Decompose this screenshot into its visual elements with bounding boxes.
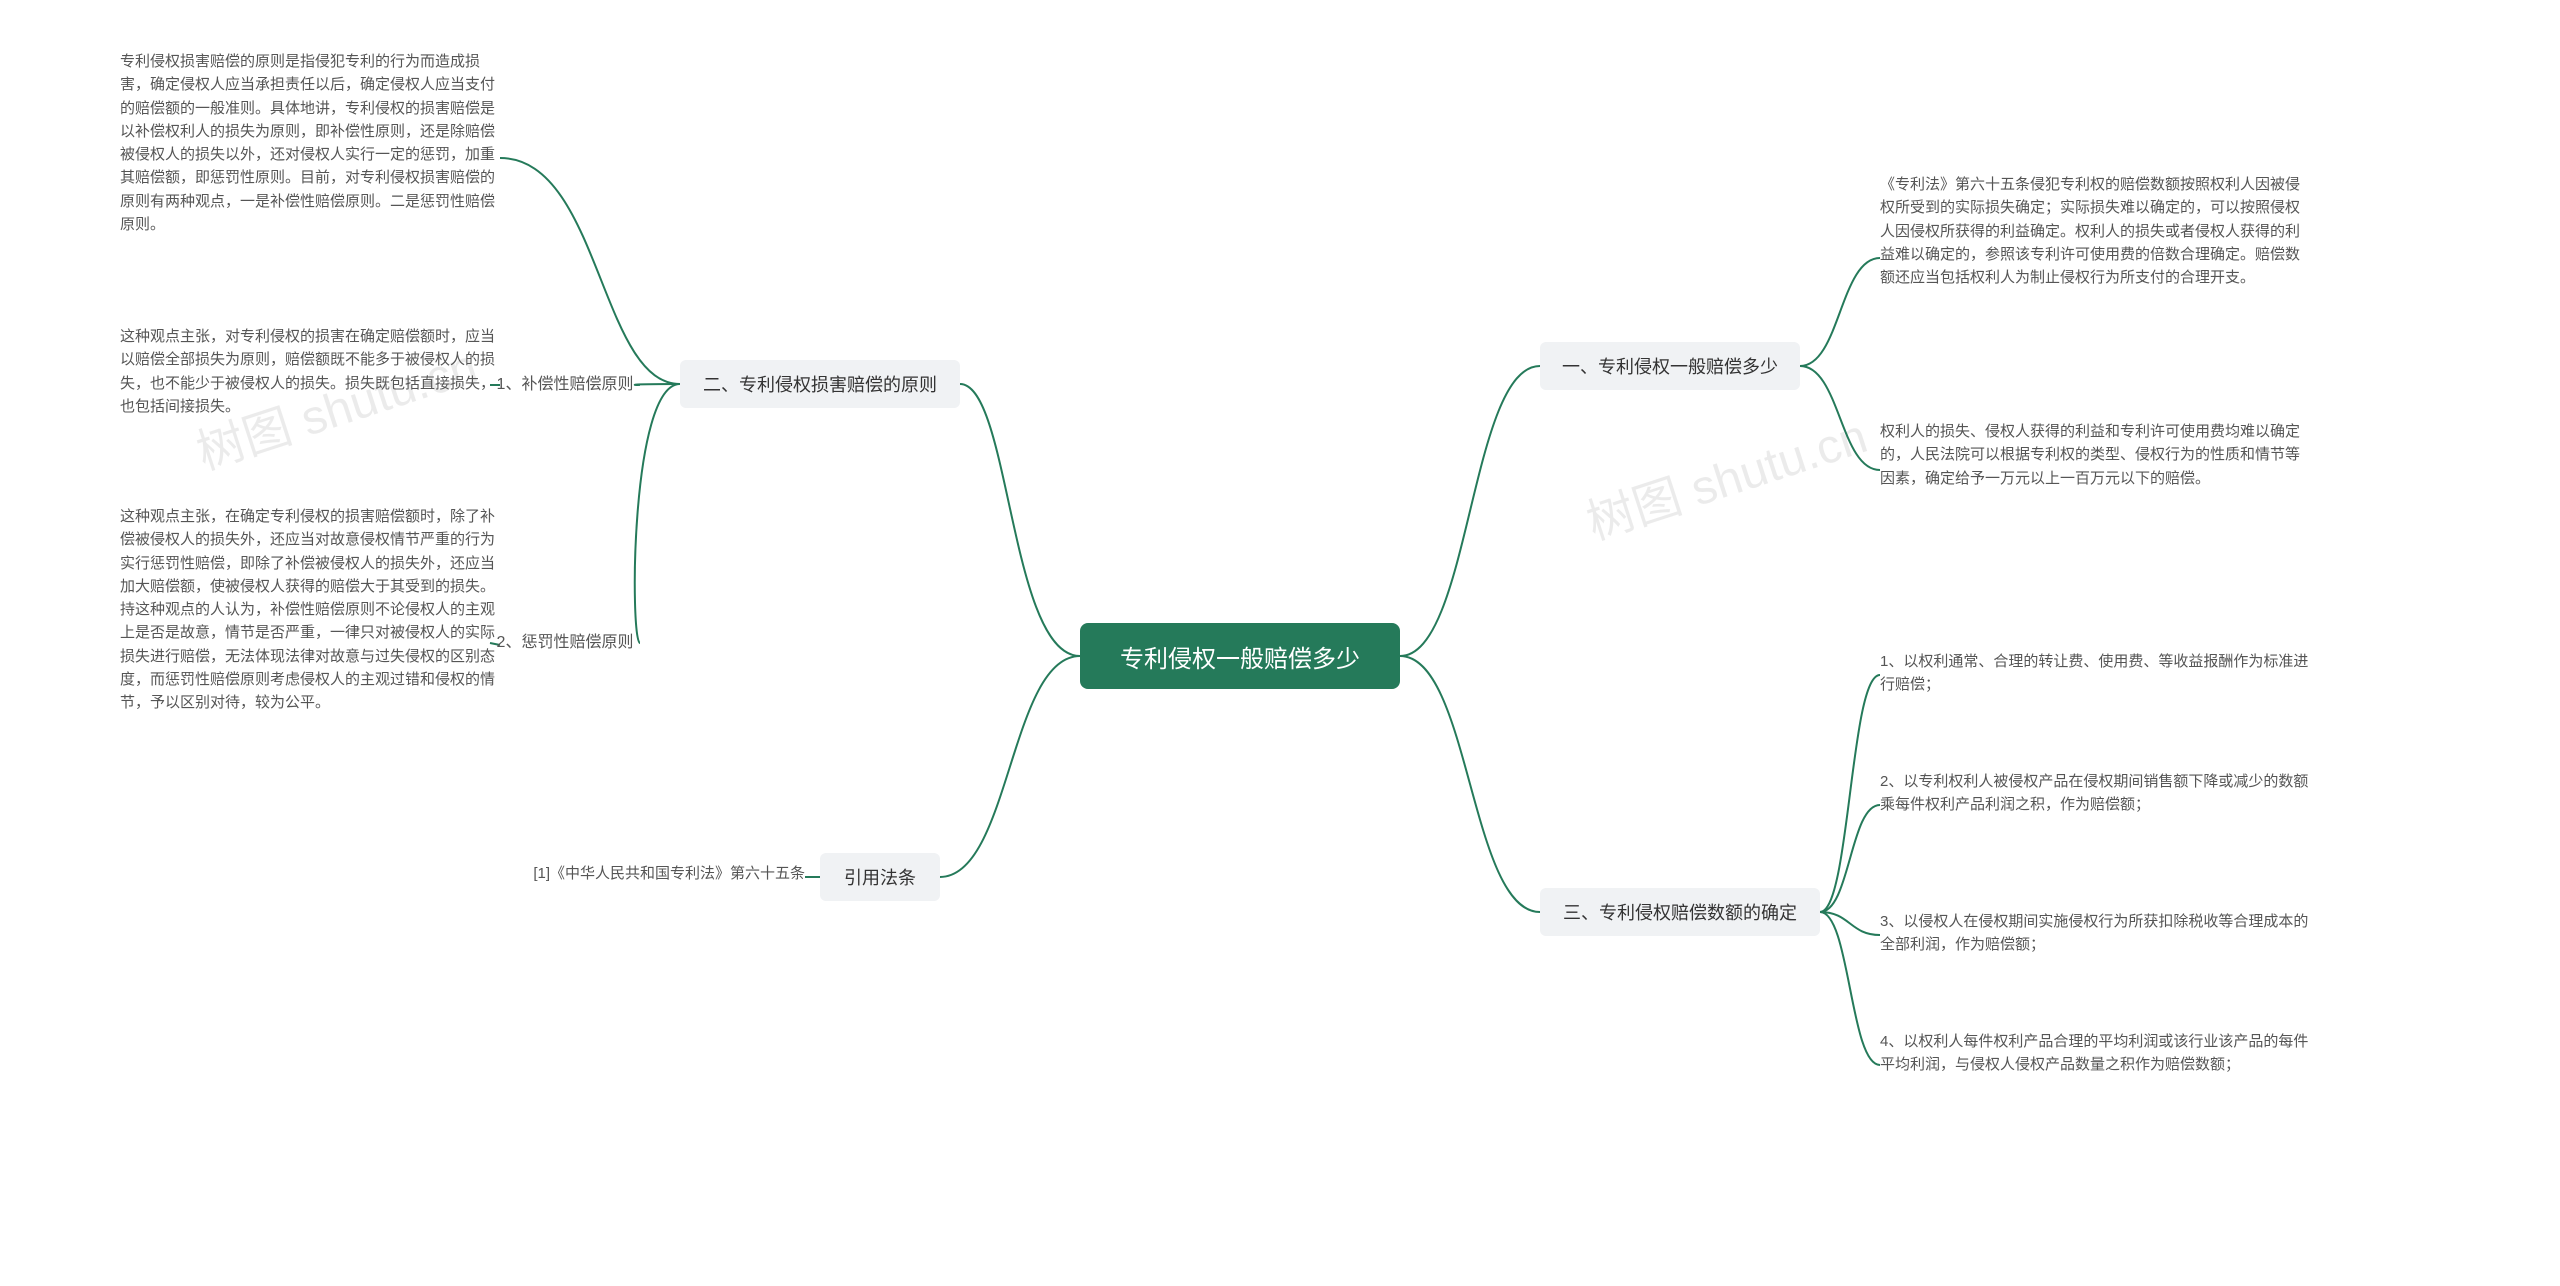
branch-left-1: 二、专利侵权损害赔偿的原则	[680, 360, 960, 408]
leaf-text: 2、以专利权利人被侵权产品在侵权期间销售额下降或减少的数额乘每件权利产品利润之积…	[1880, 770, 2310, 817]
subbranch-text: 1、补偿性赔偿原则	[497, 370, 634, 394]
branch-label: 三、专利侵权赔偿数额的确定	[1563, 899, 1797, 925]
branch-label: 一、专利侵权一般赔偿多少	[1562, 353, 1778, 379]
subbranch-label: 2、惩罚性赔偿原则	[490, 628, 640, 652]
leaf-text: [1]《中华人民共和国专利法》第六十五条	[505, 862, 805, 885]
watermark: 树图 shutu.cn	[1576, 397, 1874, 553]
branch-label: 引用法条	[844, 864, 916, 890]
leaf-text: 1、以权利通常、合理的转让费、使用费、等收益报酬作为标准进行赔偿；	[1880, 650, 2310, 697]
branch-label: 二、专利侵权损害赔偿的原则	[703, 371, 937, 397]
leaf-text: 《专利法》第六十五条侵犯专利权的赔偿数额按照权利人因被侵权所受到的实际损失确定；…	[1880, 173, 2310, 289]
subbranch-label: 1、补偿性赔偿原则	[490, 370, 640, 394]
branch-left-2: 引用法条	[820, 853, 940, 901]
subbranch-text: 2、惩罚性赔偿原则	[497, 628, 634, 652]
leaf-text: 3、以侵权人在侵权期间实施侵权行为所获扣除税收等合理成本的全部利润，作为赔偿额；	[1880, 910, 2310, 957]
leaf-text: 这种观点主张，在确定专利侵权的损害赔偿额时，除了补偿被侵权人的损失外，还应当对故…	[120, 505, 500, 714]
leaf-text: 专利侵权损害赔偿的原则是指侵犯专利的行为而造成损害，确定侵权人应当承担责任以后，…	[120, 50, 500, 236]
branch-right-1: 一、专利侵权一般赔偿多少	[1540, 342, 1800, 390]
leaf-text: 这种观点主张，对专利侵权的损害在确定赔偿额时，应当以赔偿全部损失为原则，赔偿额既…	[120, 325, 500, 418]
leaf-text: 权利人的损失、侵权人获得的利益和专利许可使用费均难以确定的，人民法院可以根据专利…	[1880, 420, 2310, 490]
mindmap-root: 专利侵权一般赔偿多少	[1080, 623, 1400, 689]
root-label: 专利侵权一般赔偿多少	[1120, 639, 1360, 674]
branch-right-2: 三、专利侵权赔偿数额的确定	[1540, 888, 1820, 936]
leaf-text: 4、以权利人每件权利产品合理的平均利润或该行业该产品的每件平均利润，与侵权人侵权…	[1880, 1030, 2310, 1077]
